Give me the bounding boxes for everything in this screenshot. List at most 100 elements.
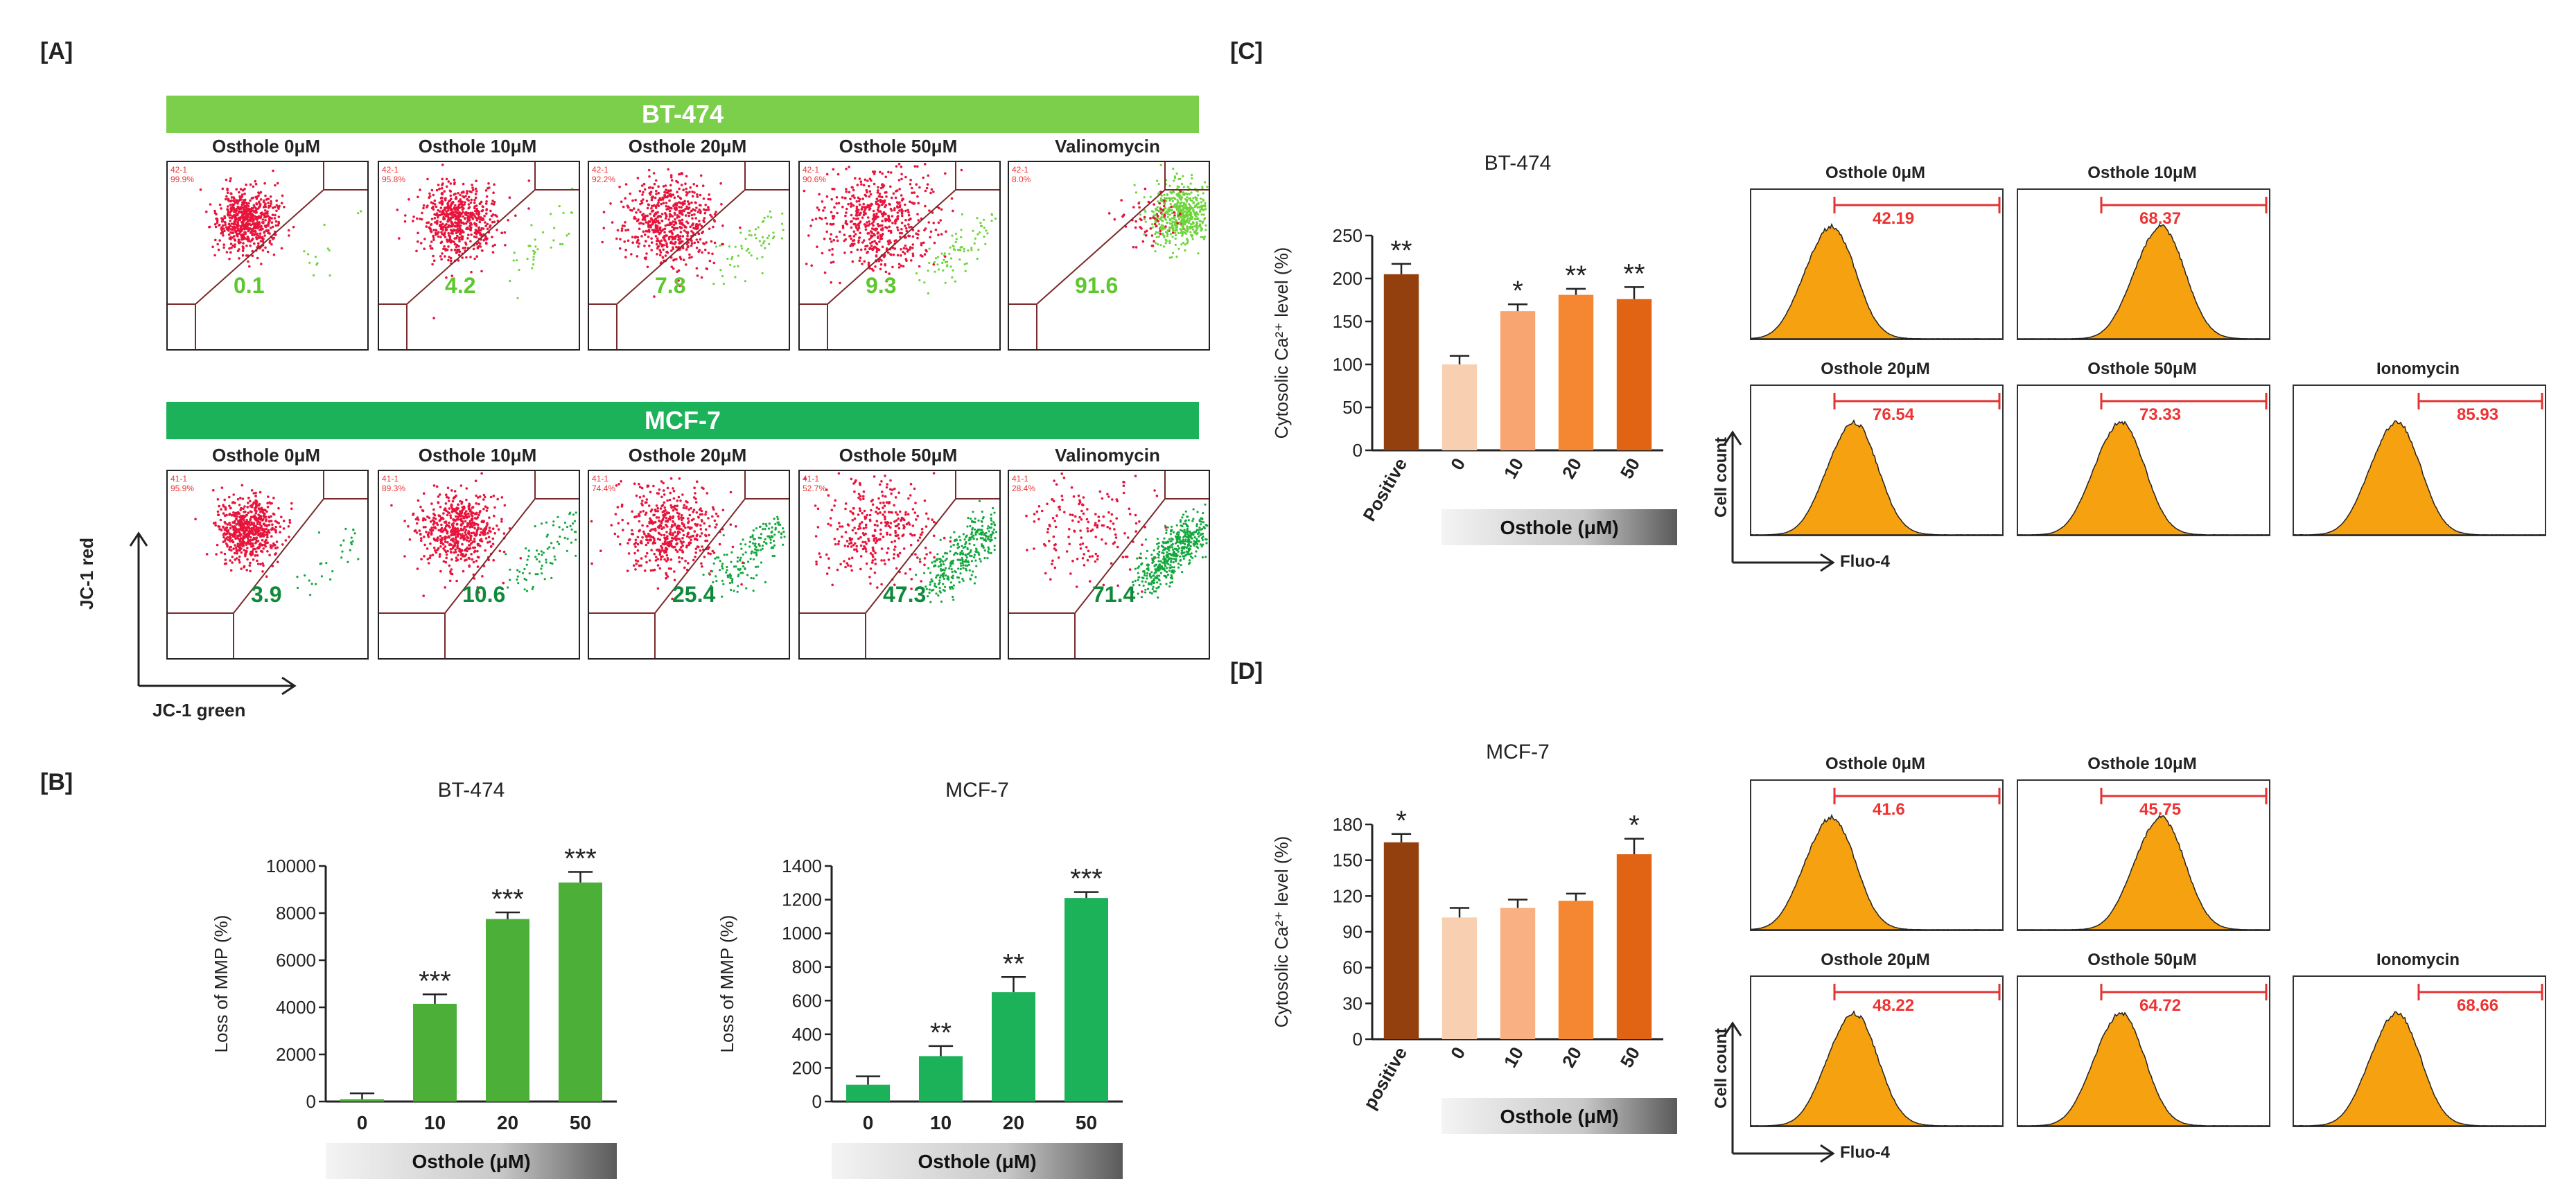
red-dot: [246, 236, 249, 238]
red-dot: [678, 220, 682, 222]
red-dot: [658, 254, 662, 257]
green-dot: [1157, 243, 1159, 246]
red-dot: [646, 214, 649, 218]
red-dot: [235, 531, 238, 533]
red-dot: [471, 186, 474, 189]
red-dot: [214, 524, 217, 527]
red-dot: [650, 241, 654, 244]
red-dot: [650, 198, 654, 202]
red-dot: [234, 513, 237, 516]
red-dot: [446, 202, 450, 204]
red-dot: [712, 551, 716, 554]
green-dot: [952, 245, 955, 248]
green-dot: [1185, 213, 1188, 215]
red-dot: [482, 520, 485, 522]
red-dot: [710, 240, 713, 243]
green-dot: [758, 240, 761, 242]
red-dot: [274, 547, 277, 549]
red-dot: [709, 213, 712, 217]
red-dot: [476, 565, 480, 568]
green-dot: [1189, 231, 1192, 233]
red-dot: [224, 508, 227, 511]
red-dot: [1143, 215, 1146, 219]
green-dot: [1186, 238, 1189, 240]
red-dot: [223, 229, 226, 233]
green-dot: [1134, 191, 1137, 194]
red-dot: [440, 231, 443, 233]
red-dot: [803, 189, 806, 193]
red-dot: [281, 194, 284, 197]
red-dot: [450, 224, 454, 228]
red-dot: [488, 527, 491, 529]
red-dot: [665, 531, 668, 533]
red-dot: [245, 569, 248, 572]
red-dot: [454, 548, 457, 551]
green-dot: [551, 562, 554, 565]
red-dot: [635, 494, 638, 497]
red-dot: [915, 183, 918, 186]
red-dot: [631, 236, 634, 239]
red-dot: [1149, 227, 1153, 230]
green-dot: [753, 551, 755, 554]
red-dot: [250, 229, 254, 233]
red-dot: [643, 245, 646, 247]
red-dot: [424, 518, 427, 521]
red-dot: [414, 518, 418, 521]
green-dot: [783, 536, 786, 538]
red-dot: [433, 203, 437, 206]
green-dot: [1171, 197, 1173, 200]
green-dot: [977, 248, 980, 251]
red-dot: [655, 242, 658, 246]
green-dot: [568, 232, 570, 235]
green-dot: [556, 540, 559, 543]
red-dot: [861, 205, 864, 209]
red-dot: [482, 227, 485, 230]
green-dot: [1175, 227, 1177, 229]
red-dot: [1155, 224, 1158, 227]
green-dot: [928, 261, 931, 265]
red-dot: [236, 235, 239, 238]
green-dot: [1159, 244, 1162, 247]
red-dot: [810, 264, 813, 267]
red-dot: [466, 220, 469, 223]
green-dot: [1155, 231, 1157, 233]
red-dot: [666, 195, 669, 199]
green-dot: [309, 594, 312, 596]
green-dot: [736, 560, 739, 563]
red-dot: [256, 227, 259, 230]
red-dot: [924, 189, 927, 193]
green-dot: [764, 247, 766, 249]
red-dot: [900, 211, 904, 213]
red-dot: [469, 201, 473, 204]
red-dot: [480, 520, 483, 523]
red-dot: [450, 249, 453, 251]
red-dot: [678, 215, 681, 218]
green-dot: [1159, 163, 1162, 166]
red-dot: [231, 561, 234, 564]
red-dot: [647, 222, 650, 224]
red-dot: [260, 518, 263, 521]
red-dot: [270, 528, 274, 531]
gate-percent: 8.0%: [1012, 175, 1031, 184]
red-dot: [243, 565, 246, 568]
red-dot: [850, 251, 853, 254]
red-dot: [896, 218, 900, 220]
red-dot: [243, 540, 246, 544]
red-dot: [446, 240, 449, 243]
red-dot: [480, 216, 482, 219]
red-dot: [685, 248, 688, 251]
red-dot: [665, 536, 667, 540]
red-dot: [695, 247, 699, 249]
red-dot: [423, 536, 426, 538]
red-dot: [458, 227, 462, 230]
red-dot: [829, 237, 832, 240]
green-dot: [516, 575, 519, 578]
red-dot: [909, 179, 912, 182]
red-dot: [239, 509, 242, 511]
red-dot: [447, 496, 450, 500]
red-dot: [869, 242, 872, 245]
red-dot: [462, 247, 465, 249]
red-dot: [1158, 202, 1162, 205]
green-dot: [944, 281, 947, 284]
red-dot: [643, 188, 647, 191]
